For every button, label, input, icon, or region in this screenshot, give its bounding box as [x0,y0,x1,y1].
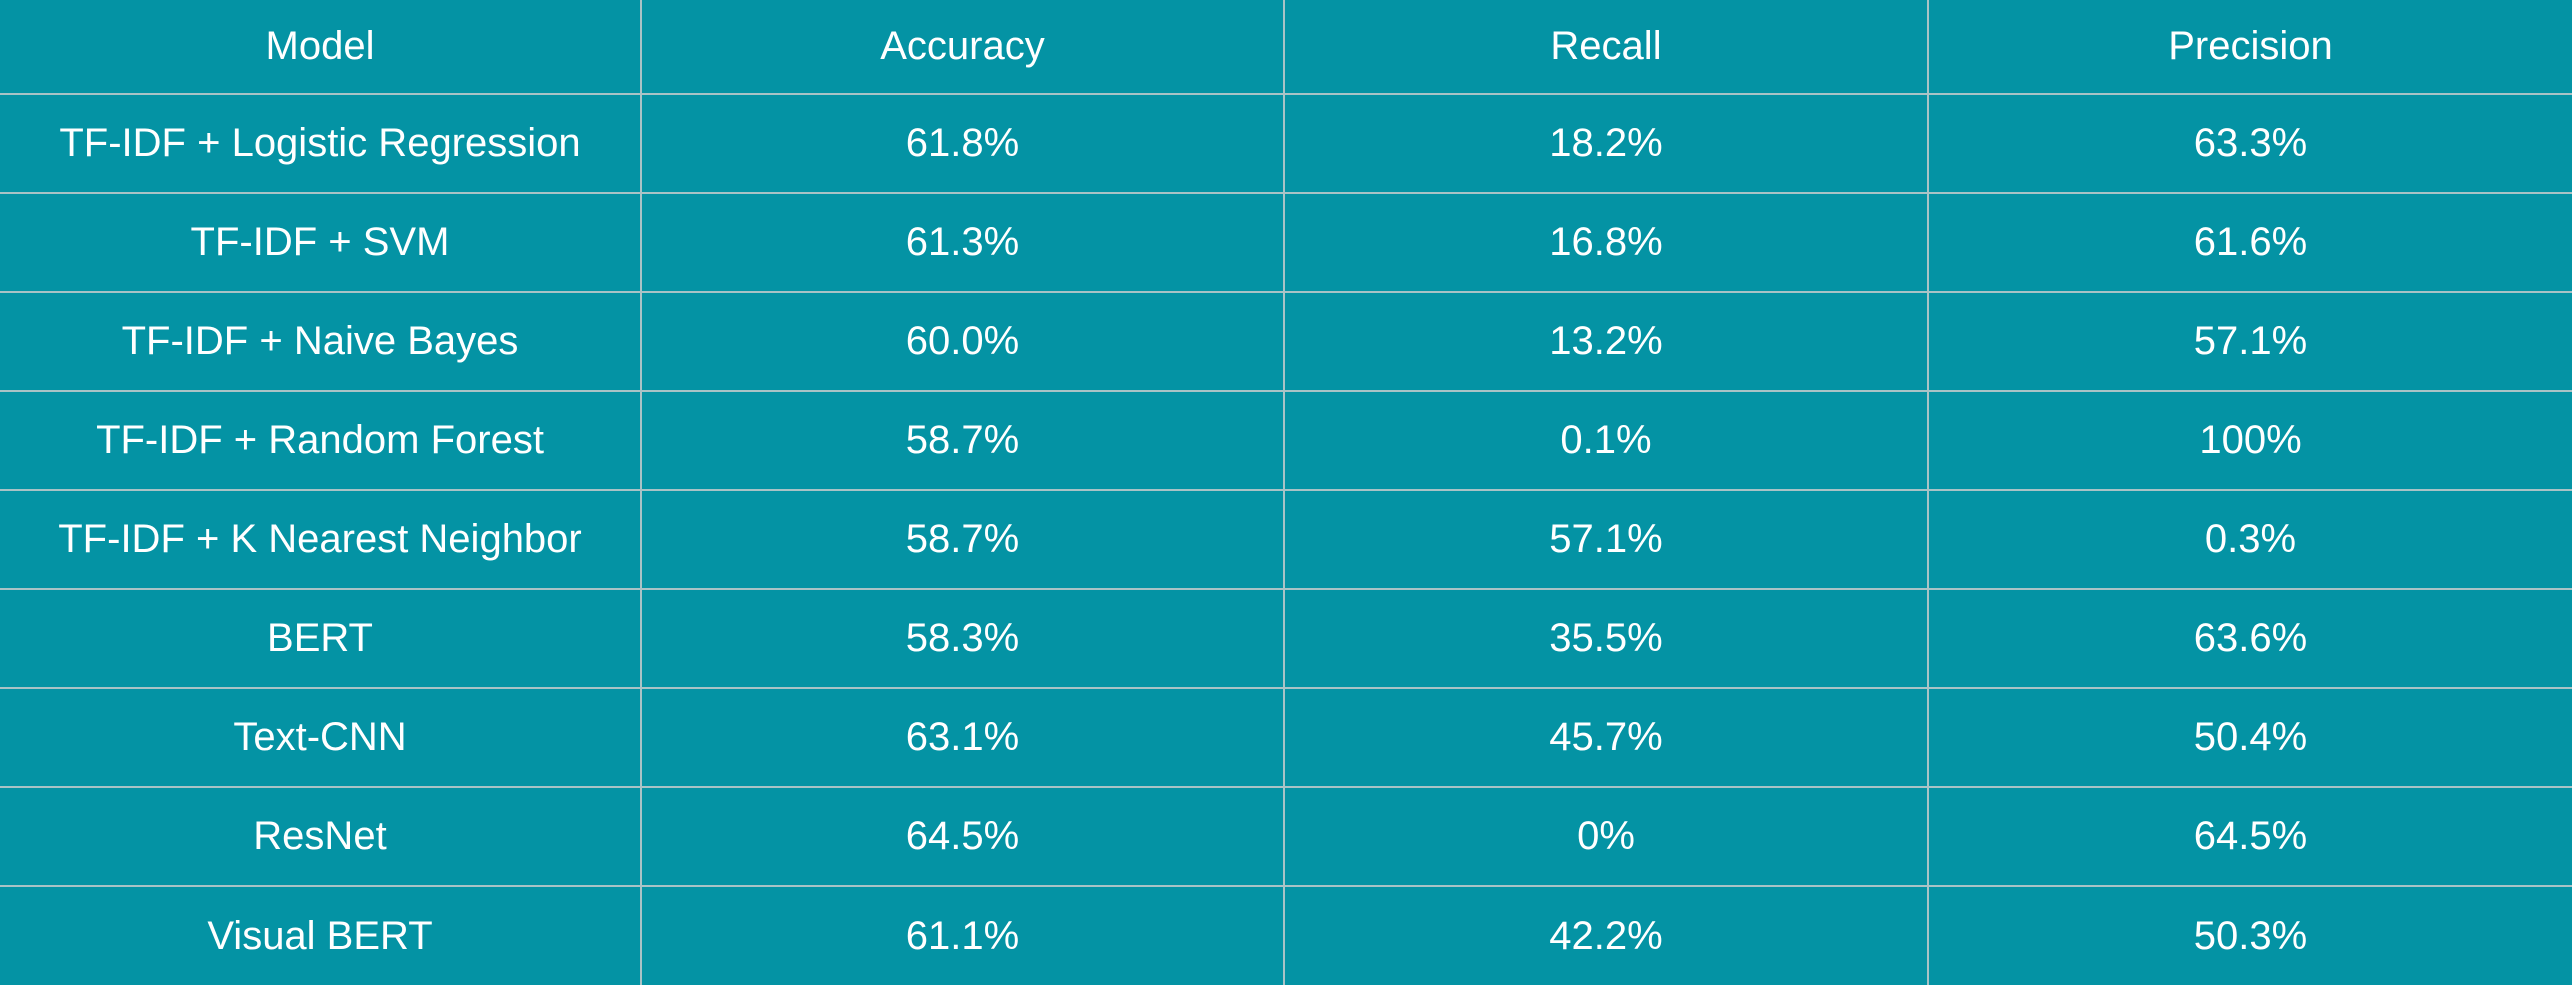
recall-cell: 57.1% [1283,489,1929,590]
model-cell: ResNet [0,786,642,887]
precision-cell: 64.5% [1927,786,2572,887]
precision-cell: 50.4% [1927,687,2572,788]
accuracy-cell: 60.0% [640,291,1285,392]
model-cell: TF-IDF + K Nearest Neighbor [0,489,642,590]
recall-cell: 45.7% [1283,687,1929,788]
recall-cell: 42.2% [1283,885,1929,985]
accuracy-cell: 58.7% [640,390,1285,491]
recall-cell: 35.5% [1283,588,1929,689]
accuracy-cell: 63.1% [640,687,1285,788]
model-cell: TF-IDF + Naive Bayes [0,291,642,392]
recall-cell: 16.8% [1283,192,1929,293]
precision-cell: 100% [1927,390,2572,491]
precision-cell: 63.6% [1927,588,2572,689]
header-row: Model Accuracy Recall Precision [0,0,2572,95]
recall-cell: 18.2% [1283,93,1929,194]
accuracy-cell: 58.3% [640,588,1285,689]
column-header-model: Model [0,0,642,95]
table-row: ResNet 64.5% 0% 64.5% [0,786,2572,887]
column-header-precision: Precision [1927,0,2572,95]
accuracy-cell: 61.1% [640,885,1285,985]
model-cell: Text-CNN [0,687,642,788]
precision-cell: 57.1% [1927,291,2572,392]
table-row: Text-CNN 63.1% 45.7% 50.4% [0,687,2572,788]
model-cell: TF-IDF + Logistic Regression [0,93,642,194]
model-cell: TF-IDF + SVM [0,192,642,293]
precision-cell: 50.3% [1927,885,2572,985]
accuracy-cell: 61.3% [640,192,1285,293]
model-cell: Visual BERT [0,885,642,985]
table-row: TF-IDF + Logistic Regression 61.8% 18.2%… [0,93,2572,194]
accuracy-cell: 64.5% [640,786,1285,887]
column-header-recall: Recall [1283,0,1929,95]
table-row: TF-IDF + SVM 61.3% 16.8% 61.6% [0,192,2572,293]
precision-cell: 61.6% [1927,192,2572,293]
table-row: TF-IDF + K Nearest Neighbor 58.7% 57.1% … [0,489,2572,590]
precision-cell: 0.3% [1927,489,2572,590]
table-row: BERT 58.3% 35.5% 63.6% [0,588,2572,689]
recall-cell: 13.2% [1283,291,1929,392]
model-cell: BERT [0,588,642,689]
recall-cell: 0% [1283,786,1929,887]
column-header-accuracy: Accuracy [640,0,1285,95]
table-row: TF-IDF + Naive Bayes 60.0% 13.2% 57.1% [0,291,2572,392]
model-cell: TF-IDF + Random Forest [0,390,642,491]
recall-cell: 0.1% [1283,390,1929,491]
precision-cell: 63.3% [1927,93,2572,194]
accuracy-cell: 58.7% [640,489,1285,590]
table-row: Visual BERT 61.1% 42.2% 50.3% [0,885,2572,985]
table-row: TF-IDF + Random Forest 58.7% 0.1% 100% [0,390,2572,491]
accuracy-cell: 61.8% [640,93,1285,194]
